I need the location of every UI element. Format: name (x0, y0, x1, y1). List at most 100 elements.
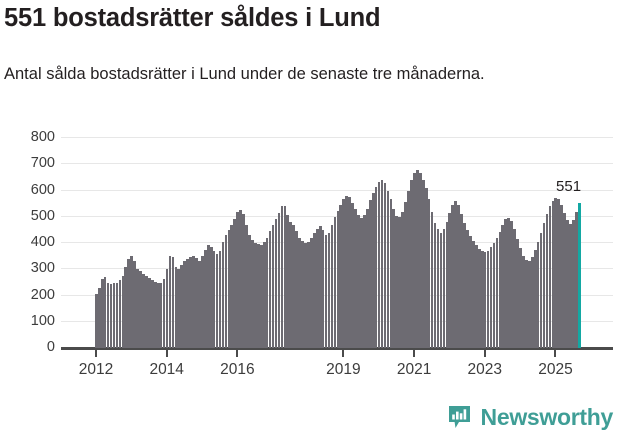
bar (139, 271, 142, 348)
x-axis-tick-label: 2025 (538, 361, 573, 378)
highlight-value-label: 551 (556, 178, 582, 196)
bar (330, 225, 334, 348)
bar (454, 200, 457, 348)
bar (95, 294, 98, 348)
bar (480, 250, 484, 348)
bar (566, 220, 569, 348)
bar (304, 243, 307, 348)
bar (133, 261, 136, 348)
bar (539, 232, 543, 348)
x-axis-tick (236, 350, 239, 357)
bar (560, 204, 564, 348)
bar (315, 228, 319, 348)
bar (292, 225, 295, 348)
bar (301, 240, 304, 348)
bar (227, 229, 231, 348)
bar (554, 197, 558, 348)
bar (457, 204, 460, 348)
chart-footer: Newsworthy (0, 400, 631, 439)
bar (486, 250, 490, 348)
bar (510, 221, 513, 348)
x-axis-tick-label: 2014 (149, 361, 184, 378)
bar (513, 229, 516, 348)
bar (171, 257, 175, 348)
bar (324, 235, 328, 348)
y-axis-tick-label: 0 (46, 339, 55, 355)
bar (563, 212, 566, 348)
x-axis-tick (554, 350, 557, 357)
bar (245, 224, 248, 348)
bar (277, 212, 281, 348)
bar (321, 229, 325, 348)
bar (395, 215, 399, 348)
bar (557, 199, 561, 348)
bar (424, 188, 428, 348)
x-axis-tick (165, 350, 168, 357)
bar (442, 229, 446, 348)
bar (365, 208, 369, 348)
x-axis-tick (483, 350, 486, 357)
bar (371, 192, 375, 348)
brand-name: Newsworthy (480, 404, 614, 430)
y-axis-tick-label: 700 (30, 155, 55, 172)
x-axis-tick-label: 2019 (326, 361, 361, 378)
bar (310, 237, 313, 348)
bar (413, 173, 416, 348)
bar (97, 287, 101, 348)
bar (398, 217, 402, 348)
bar (469, 235, 472, 348)
bar (239, 209, 242, 348)
bar (198, 260, 201, 348)
x-axis-line (61, 347, 613, 350)
bar (186, 259, 189, 348)
bar (262, 241, 266, 348)
gridline (61, 189, 613, 191)
bar (298, 237, 301, 348)
bar-chart-speech-bubble-icon (447, 405, 472, 430)
bar (430, 212, 434, 348)
bar (206, 245, 210, 348)
bar (242, 214, 245, 348)
bar (283, 206, 287, 348)
bar (201, 256, 204, 348)
bar (545, 214, 549, 348)
bar (474, 245, 478, 348)
bar (127, 258, 131, 348)
bar (533, 250, 537, 348)
bar (368, 200, 372, 348)
bar (460, 213, 463, 348)
bar (159, 283, 163, 348)
bar (401, 211, 404, 348)
bar (118, 280, 122, 348)
bar (354, 208, 357, 348)
gridline (61, 163, 613, 165)
bar (374, 186, 378, 348)
page-title: 551 bostadsrätter såldes i Lund (4, 4, 381, 32)
bar (136, 269, 139, 348)
bar (233, 218, 237, 348)
bar (463, 222, 466, 348)
bar (286, 215, 290, 348)
bar (477, 248, 481, 348)
bar (115, 282, 119, 348)
bar (224, 235, 228, 348)
bar (522, 255, 525, 348)
bar (339, 205, 343, 348)
bar (145, 275, 148, 348)
y-axis-tick-label: 100 (30, 312, 55, 329)
bar (307, 242, 310, 348)
bar (148, 277, 151, 348)
bar (274, 218, 278, 348)
bar (504, 219, 508, 348)
x-axis-tick-label: 2021 (396, 361, 432, 378)
bar (130, 255, 133, 348)
x-axis-tick-label: 2016 (220, 361, 255, 378)
bar (180, 265, 184, 348)
bar (195, 257, 198, 348)
bar (492, 243, 496, 348)
bar (421, 180, 425, 348)
bar (436, 229, 440, 348)
bar (527, 261, 531, 348)
bar (360, 217, 363, 348)
bar (427, 199, 431, 348)
